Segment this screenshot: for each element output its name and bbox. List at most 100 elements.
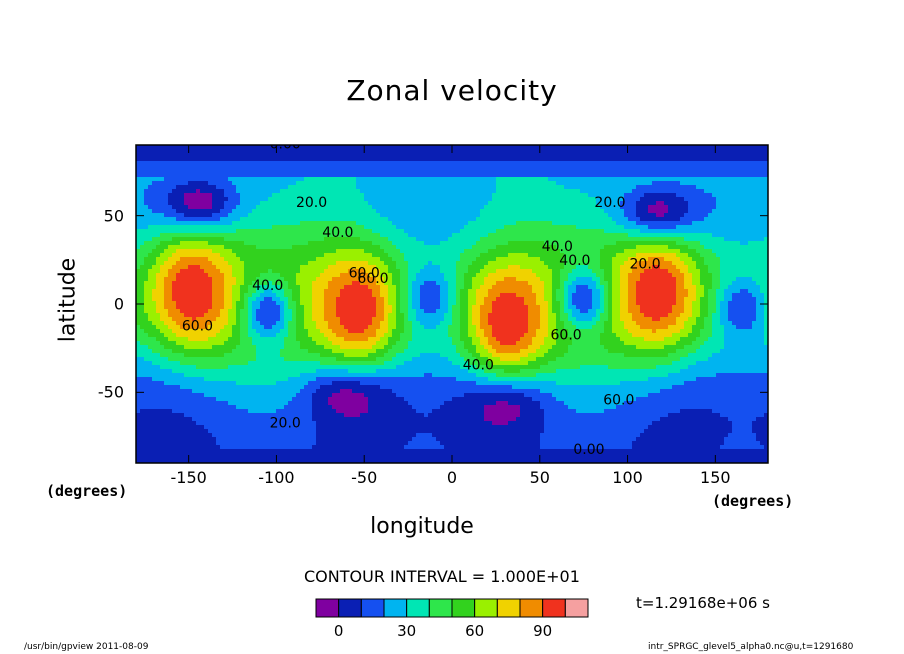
field-cell bbox=[140, 345, 145, 350]
field-cell bbox=[320, 305, 325, 310]
field-cell bbox=[336, 153, 341, 158]
field-cell bbox=[196, 181, 201, 186]
field-cell bbox=[144, 393, 149, 398]
field-cell bbox=[312, 421, 317, 426]
field-cell bbox=[164, 449, 169, 454]
field-cell bbox=[344, 401, 349, 406]
field-cell bbox=[332, 361, 337, 366]
field-cell bbox=[152, 337, 157, 342]
field-cell bbox=[300, 221, 305, 226]
field-cell bbox=[320, 173, 325, 178]
field-cell bbox=[352, 457, 357, 462]
field-cell bbox=[228, 441, 233, 446]
field-cell bbox=[316, 441, 321, 446]
field-cell bbox=[200, 297, 205, 302]
field-cell bbox=[144, 313, 149, 318]
field-cell bbox=[332, 377, 337, 382]
field-cell bbox=[332, 281, 337, 286]
field-cell bbox=[272, 201, 277, 206]
field-cell bbox=[160, 437, 165, 442]
field-cell bbox=[300, 401, 305, 406]
field-cell bbox=[356, 161, 361, 166]
field-cell bbox=[176, 301, 181, 306]
field-cell bbox=[336, 337, 341, 342]
field-cell bbox=[276, 341, 281, 346]
field-cell bbox=[192, 353, 197, 358]
field-cell bbox=[220, 145, 225, 150]
field-cell bbox=[300, 461, 305, 463]
field-cell bbox=[352, 409, 357, 414]
field-cell bbox=[220, 409, 225, 414]
field-cell bbox=[308, 241, 313, 246]
field-cell bbox=[316, 313, 321, 318]
field-cell bbox=[300, 177, 305, 182]
field-cell bbox=[160, 269, 165, 274]
field-cell bbox=[272, 181, 277, 186]
field-cell bbox=[196, 233, 201, 238]
field-cell bbox=[300, 225, 305, 230]
field-cell bbox=[352, 217, 357, 222]
field-cell bbox=[148, 445, 153, 450]
field-cell bbox=[148, 293, 153, 298]
field-cell bbox=[144, 461, 149, 463]
field-cell bbox=[304, 389, 309, 394]
field-cell bbox=[344, 349, 349, 354]
field-cell bbox=[140, 233, 145, 238]
field-cell bbox=[336, 361, 341, 366]
field-cell bbox=[264, 161, 269, 166]
field-cell bbox=[300, 413, 305, 418]
field-cell bbox=[144, 265, 149, 270]
field-cell bbox=[308, 233, 313, 238]
field-cell bbox=[344, 157, 349, 162]
field-cell bbox=[244, 393, 249, 398]
field-cell bbox=[160, 253, 165, 258]
field-cell bbox=[216, 241, 221, 246]
field-cell bbox=[228, 417, 233, 422]
field-cell bbox=[216, 457, 221, 462]
field-cell bbox=[260, 205, 265, 210]
field-cell bbox=[296, 165, 301, 170]
field-cell bbox=[256, 437, 261, 442]
field-cell bbox=[368, 393, 373, 398]
field-cell bbox=[188, 333, 193, 338]
field-cell bbox=[376, 149, 381, 154]
field-cell bbox=[320, 381, 325, 386]
field-cell bbox=[268, 401, 273, 406]
field-cell bbox=[168, 325, 173, 330]
field-cell bbox=[136, 249, 141, 254]
field-cell bbox=[200, 293, 205, 298]
field-cell bbox=[276, 417, 281, 422]
field-cell bbox=[204, 417, 209, 422]
field-cell bbox=[216, 425, 221, 430]
field-cell bbox=[360, 349, 365, 354]
field-cell bbox=[176, 153, 181, 158]
field-cell bbox=[348, 289, 353, 294]
field-cell bbox=[288, 421, 293, 426]
field-cell bbox=[304, 201, 309, 206]
field-cell bbox=[184, 249, 189, 254]
field-cell bbox=[384, 153, 389, 158]
field-cell bbox=[256, 253, 261, 258]
field-cell bbox=[368, 325, 373, 330]
field-cell bbox=[260, 385, 265, 390]
field-cell bbox=[344, 421, 349, 426]
field-cell bbox=[188, 233, 193, 238]
field-cell bbox=[148, 173, 153, 178]
field-cell bbox=[316, 197, 321, 202]
field-cell bbox=[160, 405, 165, 410]
field-cell bbox=[304, 417, 309, 422]
field-cell bbox=[360, 357, 365, 362]
field-cell bbox=[252, 241, 257, 246]
field-cell bbox=[372, 385, 377, 390]
field-cell bbox=[216, 161, 221, 166]
field-cell bbox=[168, 189, 173, 194]
field-cell bbox=[376, 269, 381, 274]
field-cell bbox=[304, 277, 309, 282]
field-cell bbox=[192, 145, 197, 150]
field-cell bbox=[264, 241, 269, 246]
field-cell bbox=[236, 381, 241, 386]
field-cell bbox=[208, 389, 213, 394]
field-cell bbox=[372, 273, 377, 278]
field-cell bbox=[292, 341, 297, 346]
field-cell bbox=[280, 245, 285, 250]
